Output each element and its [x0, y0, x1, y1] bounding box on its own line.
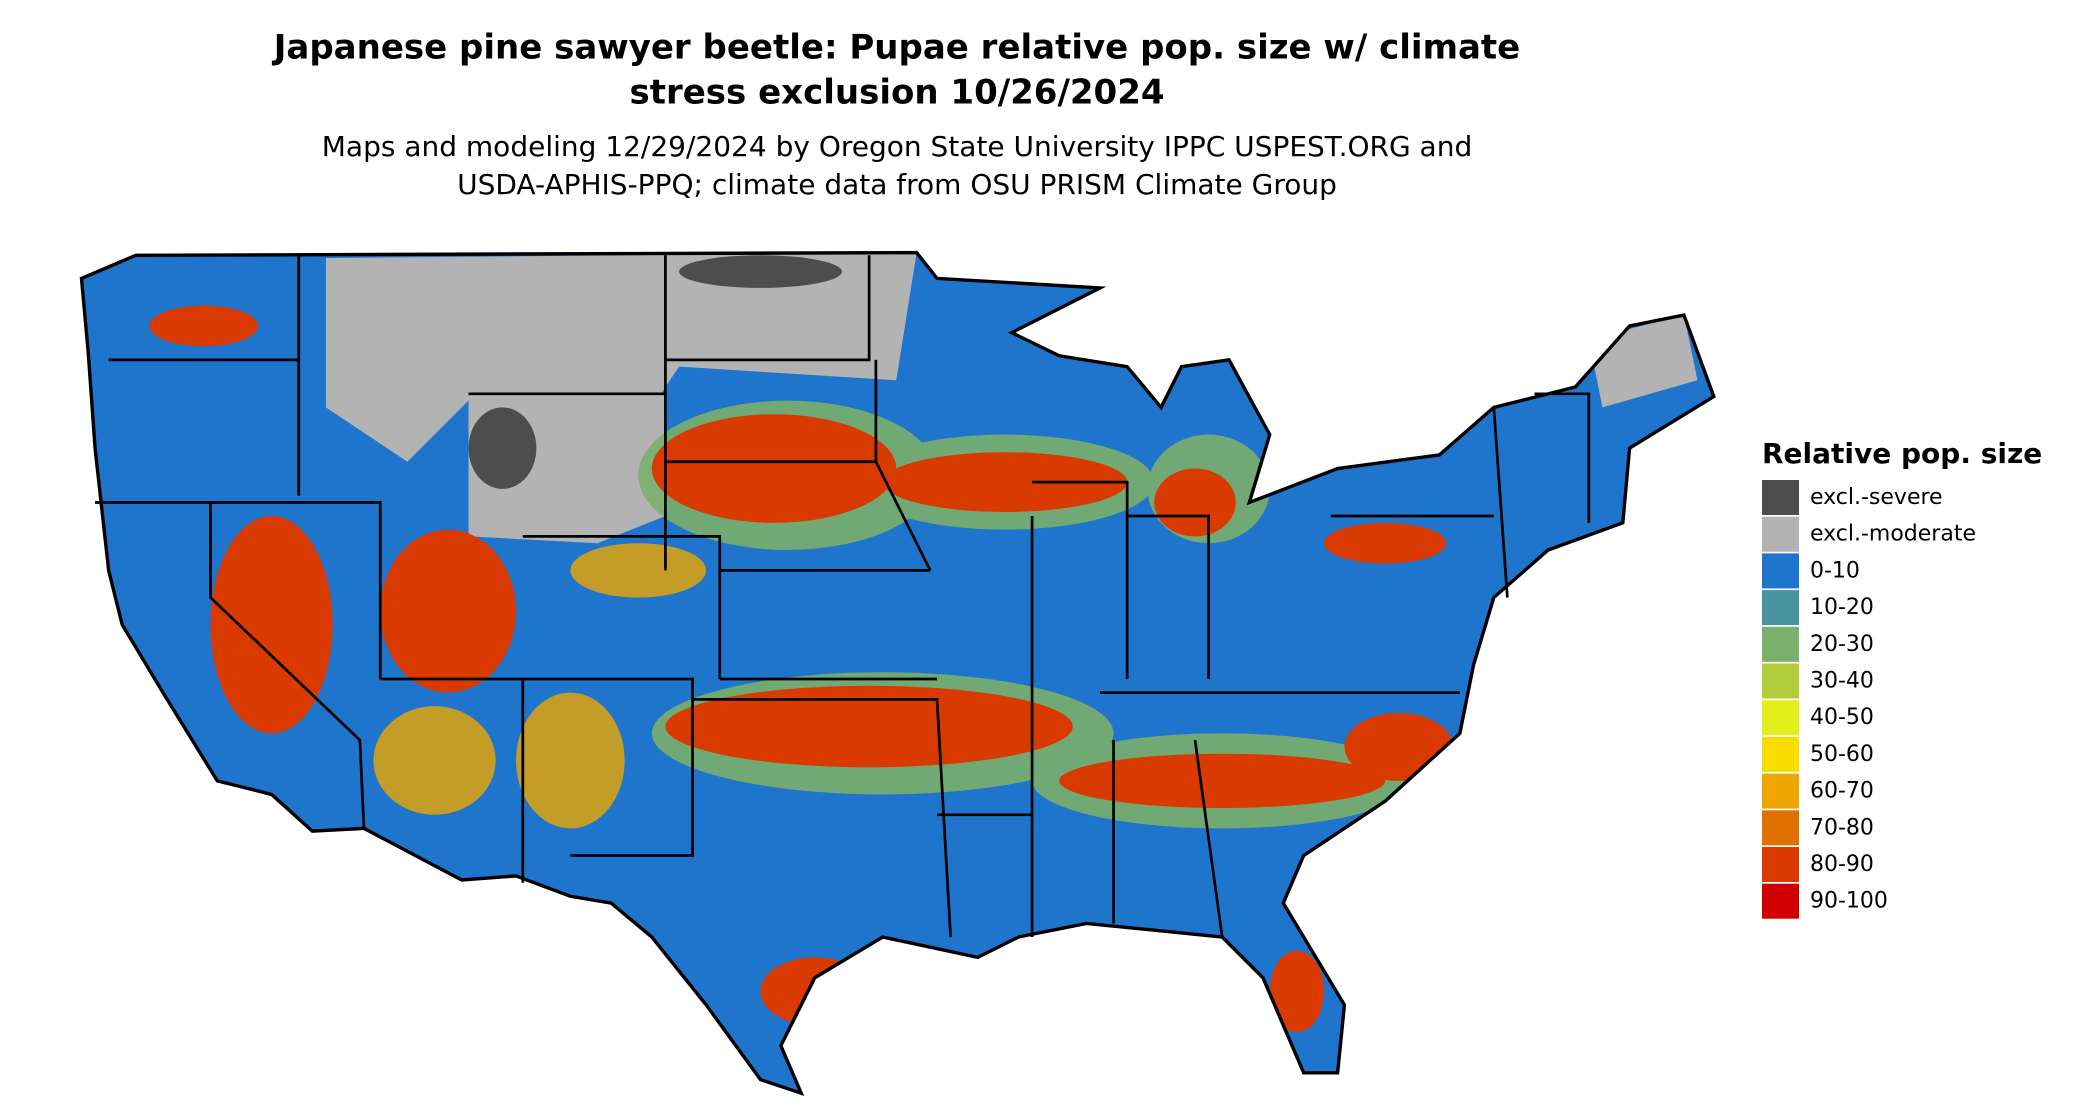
legend-label: 20-30 — [1810, 632, 1874, 657]
state-lines — [95, 255, 1591, 938]
legend-label: 10-20 — [1810, 595, 1874, 620]
legend-label: 30-40 — [1810, 669, 1874, 694]
map-fill — [81, 252, 1714, 1094]
legend-label: 90-100 — [1810, 889, 1888, 914]
legend-label: excl.-moderate — [1810, 522, 1976, 547]
legend-swatch — [1762, 736, 1799, 772]
legend-swatch — [1762, 847, 1799, 882]
legend-label: 40-50 — [1810, 705, 1874, 730]
subtitle-line: USDA-APHIS-PPQ; climate data from OSU PR… — [457, 168, 1337, 201]
legend-label: excl.-severe — [1810, 485, 1943, 510]
legend: excl.-severe excl.-moderate 0-10 10-20 20-30… — [1762, 480, 1976, 919]
legend-swatch — [1762, 810, 1799, 846]
title-line: Japanese pine sawyer beetle: Pupae relat… — [272, 28, 1521, 68]
legend-swatch — [1762, 626, 1799, 662]
legend-swatch — [1762, 700, 1799, 736]
legend-label: 50-60 — [1810, 742, 1874, 767]
legend-label: 80-90 — [1810, 852, 1874, 877]
legend-swatch — [1762, 553, 1799, 589]
legend-title: Relative pop. size — [1762, 437, 2042, 470]
legend-swatch — [1762, 773, 1799, 809]
legend-label: 0-10 — [1810, 558, 1860, 583]
legend-swatch — [1762, 590, 1799, 626]
us-map — [79, 250, 1716, 1095]
title-line: stress exclusion 10/26/2024 — [629, 73, 1164, 113]
legend-label: 70-80 — [1810, 815, 1874, 840]
legend-swatch — [1762, 663, 1799, 699]
legend-swatch — [1762, 883, 1799, 919]
subtitle-line: Maps and modeling 12/29/2024 by Oregon S… — [322, 130, 1473, 163]
legend-swatch — [1762, 516, 1799, 552]
legend-swatch — [1762, 480, 1799, 515]
legend-label: 60-70 — [1810, 779, 1874, 804]
